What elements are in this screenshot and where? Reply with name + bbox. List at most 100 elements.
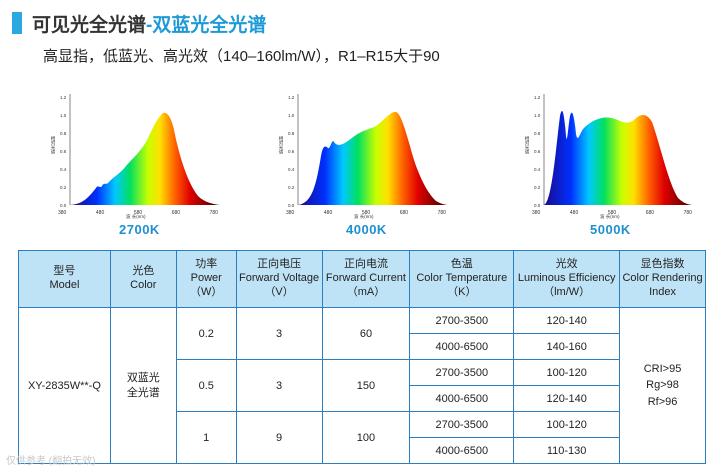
header-color: 光色 Color	[109, 250, 177, 308]
title-accent-bar	[12, 12, 22, 34]
power-cell: 0.5	[175, 359, 237, 412]
power-cell: 1	[175, 411, 237, 464]
spectrum-label-5000k: 5000K	[590, 222, 631, 237]
y-tick: 1.0	[534, 113, 541, 118]
current-cell: 100	[321, 411, 411, 464]
y-tick: 0.8	[288, 131, 295, 136]
y-axis-label: 相对光谱	[525, 136, 530, 154]
header-luminous-efficiency: 光效 Luminous Efficiency （lm/W）	[513, 250, 621, 308]
cct-cell: 4000-6500	[409, 437, 515, 464]
header-color-temperature: 色温 Color Temperature （K）	[409, 250, 515, 308]
x-tick: 580	[607, 210, 617, 216]
y-tick: 0.2	[288, 185, 295, 190]
efficiency-cell: 120-140	[513, 385, 621, 412]
table-row: 1 9 100 2700-3500 100-120	[19, 411, 706, 464]
rf-value: Rf>96	[647, 395, 678, 408]
y-tick: 0.8	[60, 131, 67, 136]
spectrum-curve-2700k	[70, 112, 220, 205]
x-axis-label: 波 长(nm)	[600, 214, 620, 219]
x-tick: 680	[645, 210, 655, 216]
power-cell: 0.2	[175, 307, 237, 360]
x-tick: 580	[361, 210, 371, 216]
x-tick: 380	[58, 210, 67, 216]
y-tick: 0.6	[60, 149, 67, 154]
x-tick: 680	[399, 210, 409, 216]
model-cell: XY-2835W**-Q	[18, 307, 111, 464]
spectrum-4000k-svg: 1.2 1.0 0.8 0.6 0.4 0.2 0.0	[288, 94, 448, 208]
table-row: 0.5 3 150 2700-3500 100-120	[19, 359, 706, 412]
x-ticks: 380 480 580 680 780	[532, 210, 692, 216]
x-tick: 480	[569, 210, 579, 216]
voltage-cell: 3	[235, 307, 323, 360]
color-cell: 双蓝光全光谱	[109, 307, 177, 464]
spectrum-chart-5000k: 1.2 1.0 0.8 0.6 0.4 0.2 0.0 380 480 580 …	[522, 86, 697, 221]
x-tick: 380	[532, 210, 541, 216]
spectrum-5000k-svg: 1.2 1.0 0.8 0.6 0.4 0.2 0.0	[534, 94, 694, 208]
y-axis-label: 相对光谱	[51, 136, 56, 154]
cct-cell: 4000-6500	[409, 333, 515, 360]
table-row: 4000-6500 140-160	[19, 333, 706, 360]
y-tick: 0.0	[60, 203, 67, 208]
x-tick: 380	[286, 210, 295, 216]
voltage-cell: 3	[235, 359, 323, 412]
y-tick: 0.2	[534, 185, 541, 190]
efficiency-cell: 100-120	[513, 359, 621, 386]
header-color-rendering-index: 显色指数 Color Rendering Index	[619, 250, 706, 308]
y-tick: 0.0	[534, 203, 541, 208]
spectrum-chart-2700k: 1.2 1.0 0.8 0.6 0.4 0.2 0.0 380 480 580 …	[48, 86, 223, 221]
rg-value: Rg>98	[646, 379, 679, 392]
x-tick: 480	[95, 210, 105, 216]
x-ticks: 380 480 580 680 780	[286, 210, 446, 216]
efficiency-cell: 110-130	[513, 437, 621, 464]
current-cell: 150	[321, 359, 411, 412]
cri-value: CRI>95	[643, 362, 682, 375]
x-tick: 680	[171, 210, 181, 216]
spectrum-curve-4000k	[298, 111, 448, 205]
spectrum-2700k-svg: 1.2 1.0 0.8 0.6 0.4 0.2 0.0	[60, 94, 220, 208]
cct-cell: 2700-3500	[409, 359, 515, 386]
current-cell: 60	[321, 307, 411, 360]
y-tick: 0.6	[534, 149, 541, 154]
y-tick: 1.0	[288, 113, 295, 118]
table-row: XY-2835W**-Q 双蓝光全光谱 0.2 3 60 2700-3500 1…	[18, 307, 706, 464]
page-title: 可见光全光谱-双蓝光全光谱	[32, 15, 267, 36]
x-tick: 580	[133, 210, 143, 216]
y-tick: 0.8	[534, 131, 541, 136]
x-axis-label: 波 长(nm)	[354, 214, 374, 219]
watermark-text: 仅供参考 (翻拍无效)	[6, 456, 96, 467]
spectrum-label-4000k: 4000K	[346, 222, 387, 237]
x-axis-label: 波 长(nm)	[126, 214, 146, 219]
y-tick: 1.2	[534, 95, 541, 100]
spectrum-chart-4000k: 1.2 1.0 0.8 0.6 0.4 0.2 0.0 380 480 580 …	[276, 86, 451, 221]
x-tick: 780	[683, 210, 692, 216]
y-tick: 1.2	[60, 95, 67, 100]
y-tick: 1.2	[288, 95, 295, 100]
cct-cell: 2700-3500	[409, 307, 515, 334]
voltage-cell: 9	[235, 411, 323, 464]
x-tick: 780	[209, 210, 218, 216]
cct-cell: 2700-3500	[409, 411, 515, 438]
x-ticks: 380 480 580 680 780	[58, 210, 218, 216]
y-tick: 0.4	[534, 167, 541, 172]
table-row: 4000-6500 110-130	[19, 437, 706, 464]
header-forward-current: 正向电流 Forward Current （mA）	[321, 250, 411, 308]
efficiency-cell: 100-120	[513, 411, 621, 438]
header-power: 功率 Power （W）	[175, 250, 237, 308]
y-tick: 0.2	[60, 185, 67, 190]
x-tick: 780	[437, 210, 446, 216]
spectrum-curve-5000k	[544, 110, 694, 205]
y-tick: 0.6	[288, 149, 295, 154]
y-tick: 0.0	[288, 203, 295, 208]
efficiency-cell: 140-160	[513, 333, 621, 360]
cct-cell: 4000-6500	[409, 385, 515, 412]
cri-cell: CRI>95 Rg>98 Rf>96	[619, 307, 706, 464]
page-subtitle: 高显指，低蓝光、高光效（140–160lm/W），R1–R15大于90	[43, 48, 440, 65]
y-tick: 0.4	[60, 167, 67, 172]
x-tick: 480	[323, 210, 333, 216]
efficiency-cell: 120-140	[513, 307, 621, 334]
y-axis-label: 相对光谱	[279, 136, 284, 154]
y-tick: 1.0	[60, 113, 67, 118]
table-header-row: 型号 Model 光色 Color 功率 Power （W） 正向电压 Forward V…	[18, 250, 706, 308]
spec-table: 型号 Model 光色 Color 功率 Power （W） 正向电压 Forward V…	[18, 250, 706, 464]
spectrum-label-2700k: 2700K	[119, 222, 160, 237]
